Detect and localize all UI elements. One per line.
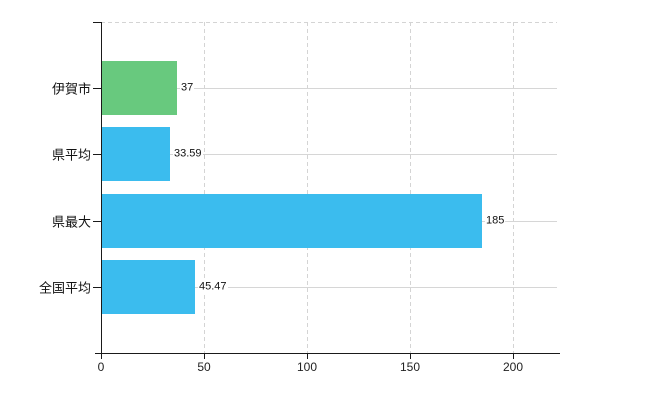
h-gridline (101, 88, 557, 89)
v-gridline (513, 22, 514, 353)
value-label: 185 (485, 214, 506, 228)
y-axis-tick (93, 221, 101, 222)
value-label: 37 (180, 81, 195, 95)
bar (101, 127, 170, 181)
y-axis (101, 22, 102, 353)
x-tick-label: 100 (296, 360, 318, 374)
value-label: 45.47 (198, 280, 228, 294)
x-tick-label: 150 (399, 360, 421, 374)
h-gridline (101, 287, 557, 288)
bar (101, 61, 177, 115)
y-axis-top-tick (93, 22, 101, 23)
h-gridline (101, 154, 557, 155)
bar (101, 260, 195, 314)
x-tick-label: 50 (197, 360, 211, 374)
x-axis-tick (513, 353, 514, 359)
y-axis-tick (93, 154, 101, 155)
plot-top-border (101, 22, 557, 23)
x-axis-tick (307, 353, 308, 359)
category-label: 県平均 (51, 147, 91, 163)
v-gridline (307, 22, 308, 353)
bar (101, 194, 482, 248)
x-tick-label: 0 (97, 360, 105, 374)
x-axis-tick (101, 353, 102, 359)
x-axis-tick (410, 353, 411, 359)
x-axis (95, 353, 560, 354)
x-axis-tick (204, 353, 205, 359)
y-axis-tick (93, 88, 101, 89)
y-axis-tick (93, 287, 101, 288)
x-tick-label: 200 (502, 360, 524, 374)
v-gridline (410, 22, 411, 353)
value-label: 33.59 (173, 147, 203, 161)
category-label: 全国平均 (38, 280, 91, 296)
category-label: 県最大 (51, 214, 91, 230)
category-label: 伊賀市 (51, 81, 91, 97)
v-gridline (204, 22, 205, 353)
